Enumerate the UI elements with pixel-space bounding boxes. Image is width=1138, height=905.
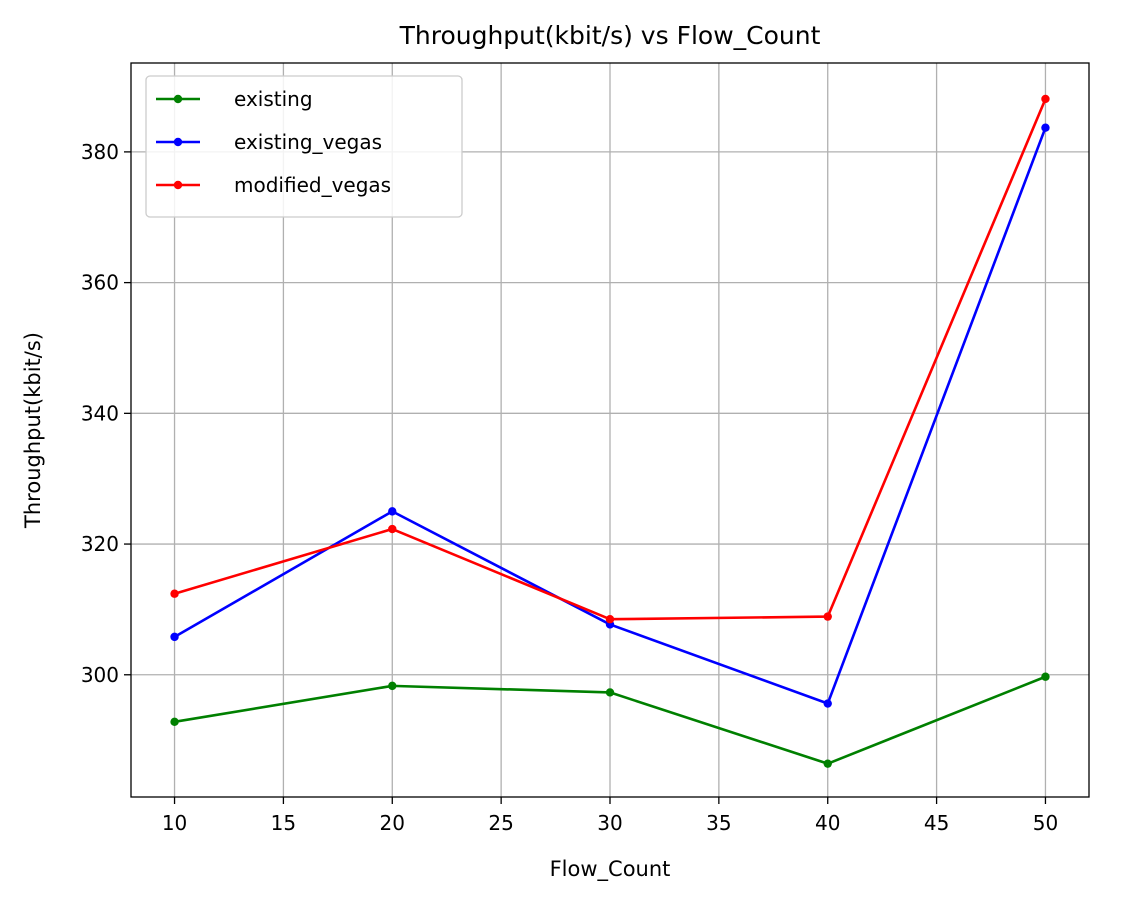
- data-point: [823, 699, 832, 708]
- y-axis-label: Throughput(kbit/s): [21, 332, 45, 529]
- x-axis-label: Flow_Count: [550, 857, 671, 882]
- legend: existing existing_vegas modified_vegas: [145, 75, 463, 218]
- x-tick-label: 30: [597, 811, 622, 835]
- x-tick-label: 25: [488, 811, 513, 835]
- x-tick-label: 15: [271, 811, 296, 835]
- y-tick-label: 340: [81, 401, 119, 425]
- chart-title: Throughput(kbit/s) vs Flow_Count: [399, 21, 821, 50]
- legend-label: existing: [234, 87, 313, 111]
- data-point: [1041, 672, 1050, 681]
- x-tick-label: 50: [1033, 811, 1058, 835]
- data-point: [170, 589, 179, 598]
- x-tick-label: 35: [706, 811, 731, 835]
- series-existing: [170, 672, 1050, 768]
- series-layer: [170, 94, 1050, 768]
- data-point: [388, 681, 397, 691]
- legend-box: [145, 75, 463, 218]
- data-point: [388, 524, 397, 534]
- data-point: [1041, 123, 1050, 132]
- data-point: [605, 688, 615, 697]
- legend-item-existing: existing: [156, 87, 313, 111]
- data-point: [388, 507, 397, 516]
- series-existing-vegas: [170, 123, 1050, 708]
- legend-item-modified-vegas: modified_vegas: [156, 173, 391, 197]
- y-tick-label: 320: [81, 532, 119, 556]
- data-point: [170, 632, 179, 642]
- series-modified-vegas: [170, 94, 1050, 624]
- data-point: [823, 612, 832, 621]
- y-tick-label: 360: [81, 271, 119, 295]
- data-point: [823, 759, 832, 768]
- legend-label: existing_vegas: [234, 130, 382, 154]
- x-axis: 10 15 20 25 30 35 40 45 50: [162, 797, 1058, 835]
- x-tick-label: 40: [815, 811, 840, 835]
- y-tick-label: 300: [81, 663, 119, 687]
- legend-marker: [173, 94, 183, 104]
- legend-item-existing-vegas: existing_vegas: [156, 130, 382, 154]
- data-point: [605, 615, 615, 624]
- x-tick-label: 45: [924, 811, 949, 835]
- legend-marker: [173, 180, 183, 190]
- data-point: [170, 717, 179, 727]
- legend-label: modified_vegas: [234, 173, 391, 197]
- legend-marker: [173, 137, 183, 147]
- data-point: [1041, 94, 1050, 104]
- y-axis: 300 320 340 360 380: [81, 140, 131, 687]
- x-tick-label: 20: [380, 811, 405, 835]
- x-tick-label: 10: [162, 811, 187, 835]
- y-tick-label: 380: [81, 140, 119, 164]
